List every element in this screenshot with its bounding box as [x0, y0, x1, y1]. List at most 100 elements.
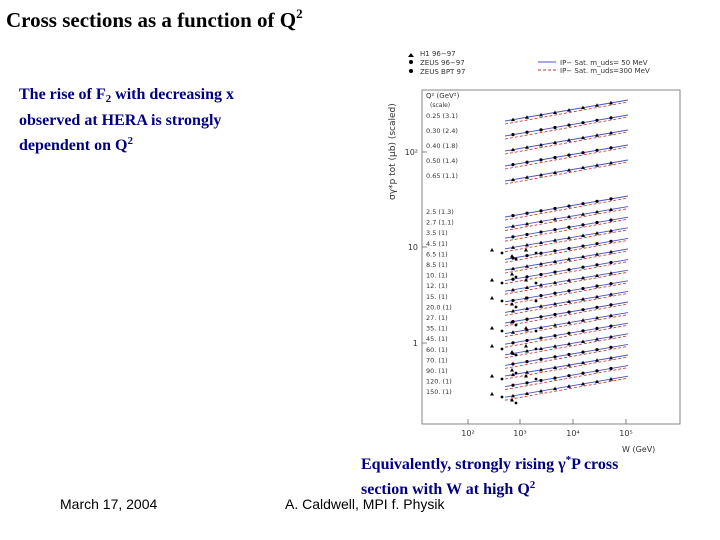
data-point — [567, 310, 571, 314]
data-point — [525, 221, 529, 226]
y-axis-label: σγ*p tot (μb) (scaled) — [388, 103, 398, 200]
data-point — [500, 251, 504, 255]
fit-line-dashed — [504, 377, 629, 401]
data-point — [567, 363, 571, 367]
data-point — [567, 204, 571, 208]
data-point — [525, 306, 529, 311]
data-point — [525, 285, 529, 289]
fit-line-dashed — [504, 250, 629, 274]
data-point — [525, 160, 529, 164]
data-point — [595, 273, 599, 277]
fit-line-solid — [504, 269, 629, 292]
data-point — [553, 110, 557, 114]
data-point — [553, 270, 557, 274]
fit-line-dashed — [504, 240, 629, 263]
data-point — [595, 348, 599, 352]
fit-line-solid — [504, 99, 629, 122]
data-point — [567, 214, 571, 219]
data-point — [553, 376, 557, 380]
legend-line-1: IP− Sat. m_uds=300 MeV — [560, 67, 650, 75]
q2-label: 8.5 (1) — [426, 261, 448, 269]
data-point — [539, 283, 543, 287]
data-point — [567, 246, 571, 251]
data-point — [511, 266, 515, 271]
data-point — [553, 125, 557, 130]
data-point — [511, 224, 515, 228]
fit-line-dashed — [504, 314, 629, 337]
y-tick-label: 10² — [405, 148, 418, 157]
data-point — [525, 130, 529, 134]
data-point — [525, 391, 529, 395]
data-point — [581, 151, 585, 155]
q2-label: 2.5 (1.3) — [426, 208, 454, 216]
data-point — [553, 291, 557, 295]
data-point — [500, 377, 504, 381]
data-point — [581, 165, 585, 170]
fit-line-dashed — [504, 229, 629, 253]
data-point — [539, 251, 543, 255]
q2-label: 3.5 (1) — [426, 229, 448, 237]
data-point — [595, 284, 599, 288]
y-tick-label: 1 — [413, 339, 418, 348]
data-point — [553, 217, 557, 221]
q2-label: 0.65 (1.1) — [426, 172, 458, 180]
q2-labels: 0.25 (3.1) 0.30 (2.4) 0.40 (1.8) 0.50 (1.4)… — [426, 112, 458, 396]
data-point — [539, 304, 543, 308]
data-point — [534, 281, 538, 285]
data-point — [553, 312, 557, 317]
data-point — [539, 346, 543, 351]
data-point — [510, 350, 514, 354]
data-point — [595, 252, 599, 256]
data-point — [539, 272, 543, 277]
q2-label: 120. (1) — [426, 378, 452, 386]
data-point — [524, 248, 528, 252]
q2-label: 90. (1) — [426, 367, 448, 375]
data-point — [539, 261, 543, 266]
fit-line-solid — [504, 248, 629, 271]
data-point — [511, 133, 515, 137]
data-point — [511, 245, 515, 249]
data-point — [525, 338, 529, 343]
footer-author: A. Caldwell, MPI f. Physik — [285, 496, 445, 512]
legend-q2-header: Q² (GeV²) — [426, 92, 460, 100]
data-point — [511, 117, 515, 122]
data-point — [581, 121, 585, 125]
legend-marker-0: H1 96−97 — [420, 50, 456, 58]
data-point — [524, 344, 528, 348]
data-point — [553, 355, 557, 359]
fit-lines — [504, 99, 629, 401]
data-point — [595, 199, 599, 203]
data-point — [595, 163, 599, 167]
legend-marker-2: ZEUS BPT 97 — [420, 68, 465, 76]
y-ticks: 10² 10 1 — [405, 148, 427, 348]
q2-label: 15. (1) — [426, 293, 448, 301]
data-point — [553, 344, 557, 348]
data-point — [539, 230, 543, 234]
slide-title: Cross sections as a function of Q2 — [6, 6, 303, 32]
data-point — [553, 249, 557, 253]
data-point — [595, 294, 599, 299]
data-point — [553, 301, 557, 306]
fit-line-dashed — [504, 324, 629, 348]
data-point — [511, 330, 515, 334]
data-point — [511, 341, 515, 345]
x-tick-label: 10⁴ — [566, 429, 579, 438]
data-point — [609, 146, 613, 150]
data-point — [534, 329, 538, 333]
data-point — [514, 305, 518, 309]
data-point — [534, 299, 538, 303]
data-point — [567, 278, 571, 282]
data-point — [511, 362, 515, 366]
data-point — [490, 278, 494, 282]
data-point — [490, 326, 494, 330]
data-point — [553, 386, 557, 391]
q2-label: 0.25 (3.1) — [426, 112, 458, 120]
data-point — [595, 326, 599, 331]
data-point — [490, 392, 494, 396]
fit-line-solid — [504, 159, 629, 182]
fit-line-solid — [504, 206, 629, 229]
data-point — [534, 377, 538, 381]
data-point — [539, 172, 543, 177]
data-point — [511, 235, 515, 239]
data-point — [595, 103, 599, 107]
